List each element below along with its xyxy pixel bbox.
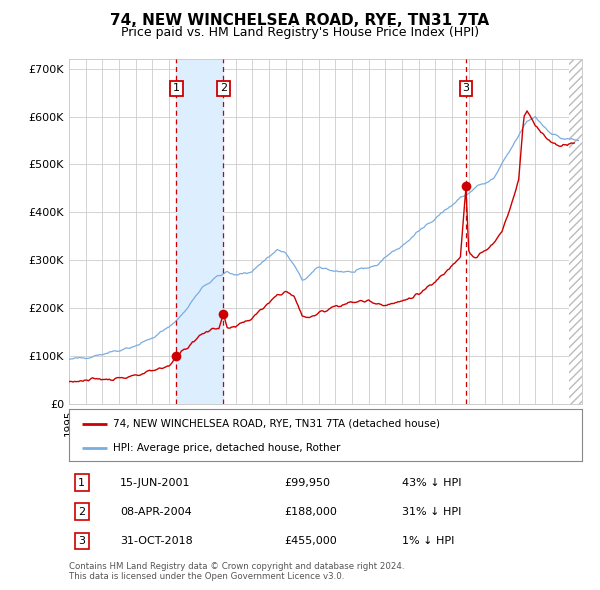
Text: 2: 2 <box>220 83 227 93</box>
Text: 43% ↓ HPI: 43% ↓ HPI <box>403 477 462 487</box>
Text: 1: 1 <box>173 83 180 93</box>
Text: £455,000: £455,000 <box>284 536 337 546</box>
Text: 08-APR-2004: 08-APR-2004 <box>121 507 192 517</box>
Text: £99,950: £99,950 <box>284 477 331 487</box>
Text: 2: 2 <box>78 507 85 517</box>
Text: 1: 1 <box>79 477 85 487</box>
Text: 31-OCT-2018: 31-OCT-2018 <box>121 536 193 546</box>
Bar <box>176 59 223 404</box>
Text: 74, NEW WINCHELSEA ROAD, RYE, TN31 7TA: 74, NEW WINCHELSEA ROAD, RYE, TN31 7TA <box>110 13 490 28</box>
Bar <box>569 59 586 404</box>
Text: 1% ↓ HPI: 1% ↓ HPI <box>403 536 455 546</box>
Text: £188,000: £188,000 <box>284 507 337 517</box>
Text: HPI: Average price, detached house, Rother: HPI: Average price, detached house, Roth… <box>113 444 340 453</box>
Text: 3: 3 <box>463 83 469 93</box>
Text: 74, NEW WINCHELSEA ROAD, RYE, TN31 7TA (detached house): 74, NEW WINCHELSEA ROAD, RYE, TN31 7TA (… <box>113 419 440 429</box>
Text: 15-JUN-2001: 15-JUN-2001 <box>121 477 191 487</box>
Text: Contains HM Land Registry data © Crown copyright and database right 2024.
This d: Contains HM Land Registry data © Crown c… <box>69 562 404 581</box>
Text: Price paid vs. HM Land Registry's House Price Index (HPI): Price paid vs. HM Land Registry's House … <box>121 26 479 39</box>
Text: 3: 3 <box>79 536 85 546</box>
Text: 31% ↓ HPI: 31% ↓ HPI <box>403 507 462 517</box>
